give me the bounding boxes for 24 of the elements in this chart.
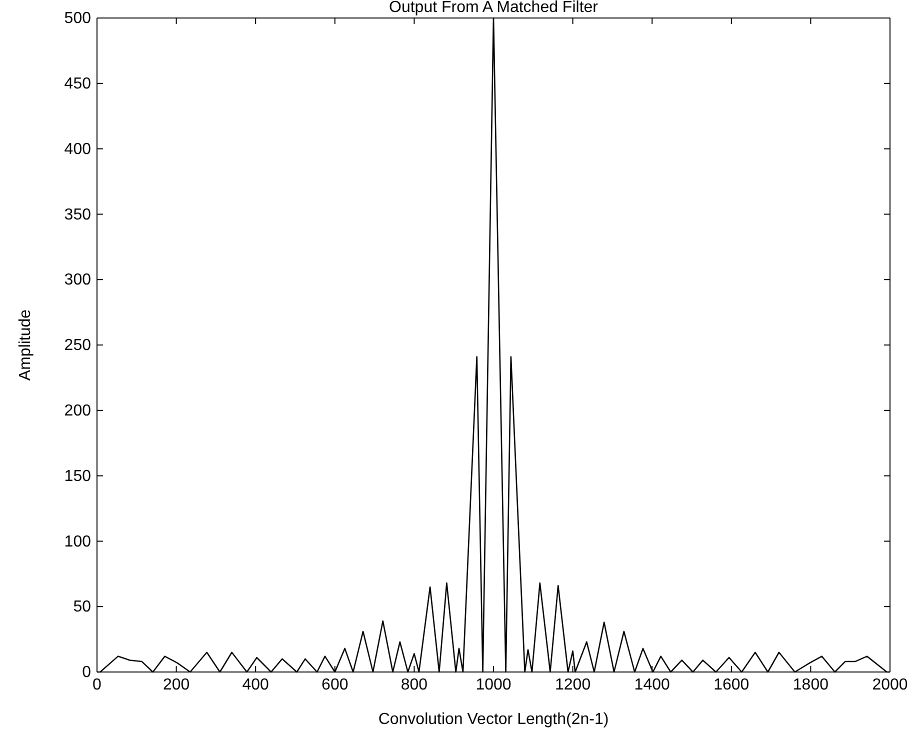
y-tick-label: 450 (64, 76, 92, 93)
x-tick-label: 1200 (555, 676, 591, 694)
y-tick-label: 150 (64, 468, 92, 485)
y-tick-label: 100 (64, 533, 92, 550)
y-tick-label: 500 (64, 10, 92, 28)
y-tick-label: 50 (73, 598, 92, 616)
x-tick-label: 600 (322, 676, 348, 694)
y-tick-label: 0 (82, 664, 92, 682)
x-tick-label: 1000 (476, 676, 512, 694)
y-tick-label: 400 (64, 140, 92, 158)
x-tick-label: 1800 (792, 676, 829, 694)
x-tick-label: 400 (242, 676, 270, 694)
y-axis-title: Amplitude (17, 309, 34, 381)
y-tick-label: 350 (64, 206, 92, 224)
y-tick-label: 300 (64, 272, 92, 289)
x-tick-label: 800 (400, 676, 428, 694)
x-tick-label: 2000 (872, 676, 908, 694)
y-tick-label: 250 (64, 337, 92, 354)
x-tick-label: 1400 (634, 676, 670, 694)
x-tick-label: 200 (162, 676, 190, 694)
y-tick-label: 200 (64, 402, 92, 420)
x-axis-title: Convolution Vector Length(2n-1) (378, 711, 609, 728)
chart-title: Output From A Matched Filter (389, 0, 599, 16)
x-tick-label: 1600 (714, 676, 750, 694)
